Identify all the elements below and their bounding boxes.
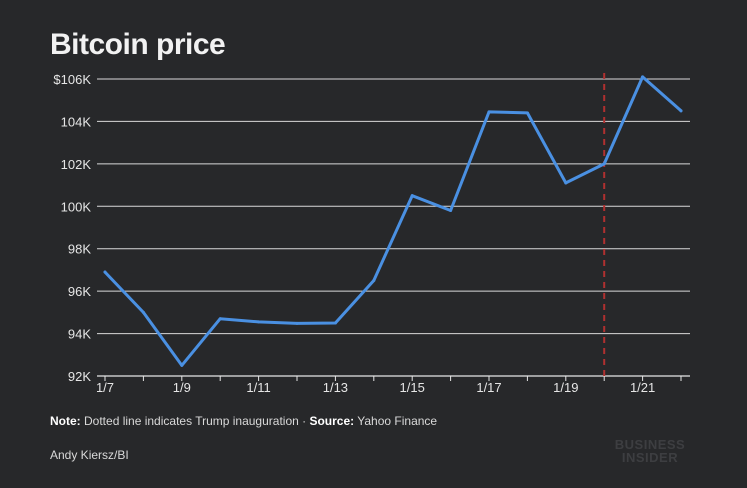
logo-line-2: INSIDER bbox=[621, 450, 679, 465]
data-point bbox=[141, 310, 145, 314]
data-point bbox=[487, 110, 491, 114]
y-tick-label: 104K bbox=[61, 114, 92, 129]
data-point bbox=[218, 317, 222, 321]
credit: Andy Kiersz/BI bbox=[50, 448, 129, 462]
chart-title: Bitcoin price bbox=[50, 28, 226, 61]
note-text: Dotted line indicates Trump inauguration… bbox=[80, 414, 310, 428]
source-text: Yahoo Finance bbox=[354, 414, 438, 428]
x-tick-label: 1/9 bbox=[173, 380, 191, 395]
y-tick-label: 96K bbox=[68, 284, 91, 299]
x-tick-label: 1/15 bbox=[400, 380, 425, 395]
x-tick-label: 1/17 bbox=[476, 380, 501, 395]
x-tick-label: 1/21 bbox=[630, 380, 655, 395]
y-axis-labels: 92K 94K 96K 98K 100K 102K 104K $106K bbox=[53, 72, 91, 384]
x-tick-label: 1/19 bbox=[553, 380, 578, 395]
data-point bbox=[449, 209, 453, 213]
series-layer bbox=[103, 75, 683, 367]
data-point bbox=[410, 194, 414, 198]
note-label: Note: bbox=[50, 414, 81, 428]
x-axis bbox=[97, 375, 690, 381]
data-point bbox=[180, 363, 184, 367]
grid-layer bbox=[97, 78, 690, 335]
y-tick-label: 92K bbox=[68, 369, 91, 384]
footnote: Note: Dotted line indicates Trump inaugu… bbox=[50, 414, 437, 428]
y-tick-label: 94K bbox=[68, 327, 91, 342]
x-tick-label: 1/7 bbox=[96, 380, 114, 395]
data-point bbox=[333, 321, 337, 325]
business-insider-logo: BUSINESS INSIDER bbox=[610, 438, 690, 464]
y-tick-label: 98K bbox=[68, 242, 91, 257]
logo-line-1: BUSINESS bbox=[614, 437, 686, 452]
data-point bbox=[103, 270, 107, 274]
data-point bbox=[602, 162, 606, 166]
y-tick-label: 100K bbox=[61, 199, 92, 214]
data-point bbox=[257, 320, 261, 324]
data-point bbox=[564, 181, 568, 185]
y-tick-label: $106K bbox=[53, 72, 91, 87]
series-line bbox=[103, 75, 683, 367]
y-tick-label: 102K bbox=[61, 157, 92, 172]
data-point bbox=[525, 111, 529, 115]
x-tick-label: 1/11 bbox=[246, 380, 270, 395]
x-axis-labels: 1/7 1/9 1/11 1/13 1/15 1/17 1/19 1/21 bbox=[96, 380, 655, 395]
data-point bbox=[641, 75, 645, 79]
data-point bbox=[372, 279, 376, 283]
data-point bbox=[679, 109, 683, 113]
source-label: Source: bbox=[309, 414, 355, 428]
data-point bbox=[295, 321, 299, 325]
x-tick-label: 1/13 bbox=[323, 380, 348, 395]
